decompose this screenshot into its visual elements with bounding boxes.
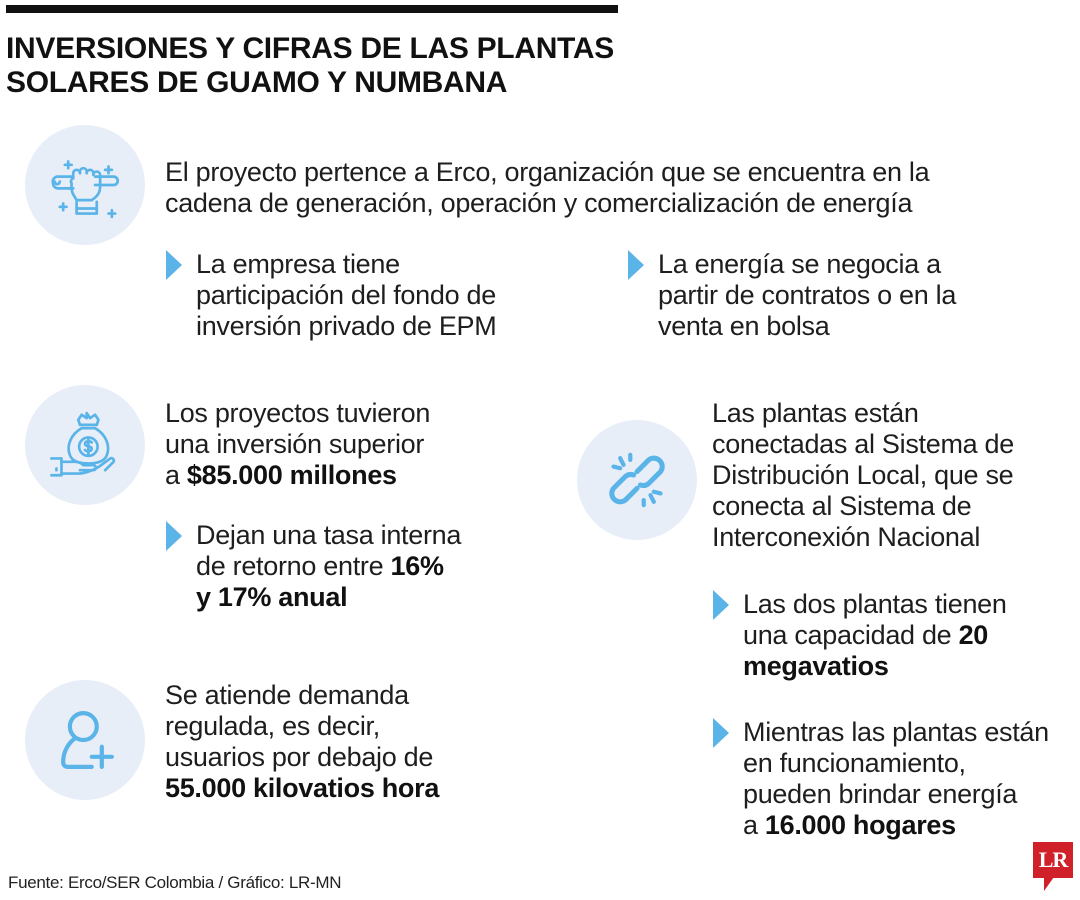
add-user-icon <box>25 680 145 800</box>
bullet-hogares-text: Mientras las plantas están en funcionami… <box>743 717 1049 840</box>
logo-speech-tail <box>1044 877 1054 891</box>
money-bag-hand-icon <box>25 385 145 505</box>
bullet-marker-icon <box>628 250 644 280</box>
title-line-2: SOLARES DE GUAMO Y NUMBANA <box>6 66 508 99</box>
intro-text: El proyecto pertence a Erco, organizació… <box>165 157 930 219</box>
bullet-capacidad-text: Las dos plantas tienen una capacidad de … <box>743 589 1007 681</box>
bullet-energia-text: La energía se negocia a partir de contra… <box>658 249 957 341</box>
top-rule <box>6 5 618 13</box>
hand-scroll-icon <box>25 125 145 245</box>
intro-line-1: El proyecto pertence a Erco, organizació… <box>165 157 930 187</box>
intro-line-2: cadena de generación, operación y comerc… <box>165 188 913 218</box>
source-credit: Fuente: Erco/SER Colombia / Gráfico: LR-… <box>8 873 342 892</box>
broken-link-icon <box>577 420 697 540</box>
page-title: INVERSIONES Y CIFRAS DE LAS PLANTAS SOLA… <box>6 32 614 100</box>
title-line-1: INVERSIONES Y CIFRAS DE LAS PLANTAS <box>6 32 614 65</box>
investment-amount: $85.000 millones <box>186 460 397 490</box>
inversion-text: Los proyectos tuvieron una inversión sup… <box>165 398 431 490</box>
bullet-marker-icon <box>166 250 182 280</box>
bullet-marker-icon <box>713 590 729 620</box>
conexion-text: Las plantas están conectadas al Sistema … <box>712 398 1014 552</box>
bullet-marker-icon <box>713 718 729 748</box>
bullet-tasa-text: Dejan una tasa interna de retorno entre … <box>196 520 462 612</box>
bullet-fondo-text: La empresa tiene participación del fondo… <box>196 249 497 341</box>
lr-logo: LR <box>1033 842 1073 878</box>
bullet-marker-icon <box>166 521 182 551</box>
demanda-text: Se atiende demanda regulada, es decir, u… <box>165 680 440 803</box>
